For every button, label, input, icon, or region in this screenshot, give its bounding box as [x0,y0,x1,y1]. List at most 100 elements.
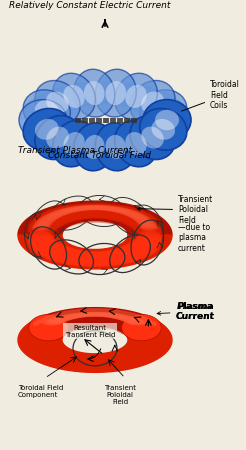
Ellipse shape [113,245,151,261]
Ellipse shape [115,73,157,120]
Ellipse shape [100,206,118,211]
Ellipse shape [126,215,159,230]
Ellipse shape [152,119,175,140]
Ellipse shape [133,235,162,250]
Ellipse shape [108,247,147,262]
Ellipse shape [132,216,149,221]
Ellipse shape [122,242,157,257]
Ellipse shape [84,205,102,210]
Ellipse shape [53,121,95,167]
Ellipse shape [130,217,161,233]
Ellipse shape [57,250,99,266]
Ellipse shape [111,315,131,319]
Ellipse shape [88,205,106,210]
Ellipse shape [29,315,68,341]
Ellipse shape [140,108,187,150]
Ellipse shape [23,108,70,150]
Ellipse shape [55,315,75,320]
Ellipse shape [51,317,71,322]
Ellipse shape [140,225,158,231]
Ellipse shape [85,251,128,266]
Ellipse shape [36,243,73,259]
Ellipse shape [91,204,134,220]
Ellipse shape [28,225,52,240]
Ellipse shape [111,207,129,213]
Ellipse shape [76,312,96,317]
Ellipse shape [33,242,68,257]
Ellipse shape [47,318,67,323]
Ellipse shape [115,121,157,167]
Ellipse shape [49,318,69,322]
Ellipse shape [96,205,114,211]
Ellipse shape [38,217,56,222]
Ellipse shape [74,69,115,117]
Ellipse shape [35,81,80,124]
Ellipse shape [115,315,135,320]
Ellipse shape [118,211,154,226]
Text: Relatively Constant Electric Current: Relatively Constant Electric Current [9,1,171,10]
Ellipse shape [43,214,61,220]
Ellipse shape [92,312,111,317]
Ellipse shape [125,319,145,324]
Ellipse shape [52,205,94,220]
Ellipse shape [117,316,137,321]
Ellipse shape [73,252,117,267]
Ellipse shape [62,204,105,219]
Ellipse shape [99,313,119,317]
Ellipse shape [31,215,64,230]
Ellipse shape [47,207,88,222]
Ellipse shape [102,248,143,264]
Ellipse shape [101,313,121,318]
Ellipse shape [118,243,154,259]
Ellipse shape [96,312,116,317]
Ellipse shape [143,99,191,140]
Ellipse shape [125,85,147,108]
Ellipse shape [130,237,161,252]
Ellipse shape [29,227,51,243]
Ellipse shape [72,206,90,211]
Text: Resultant
Transient Field: Resultant Transient Field [65,325,115,338]
Ellipse shape [53,73,95,120]
Polygon shape [19,120,191,158]
Ellipse shape [128,321,148,325]
Ellipse shape [45,319,65,324]
Ellipse shape [36,211,73,226]
Text: Transient
Poloidal
Field: Transient Poloidal Field [104,385,136,405]
Ellipse shape [92,205,110,211]
Ellipse shape [64,314,84,319]
Ellipse shape [125,132,147,155]
Ellipse shape [102,207,143,222]
Ellipse shape [74,123,115,171]
Ellipse shape [35,116,80,159]
Ellipse shape [74,312,93,317]
Ellipse shape [106,314,126,319]
Ellipse shape [129,214,147,220]
Ellipse shape [63,132,85,155]
Ellipse shape [32,225,49,231]
Ellipse shape [155,110,179,130]
Ellipse shape [122,315,161,341]
Ellipse shape [35,100,59,121]
Ellipse shape [67,203,111,219]
Ellipse shape [152,100,175,121]
Ellipse shape [95,123,136,171]
Ellipse shape [59,315,79,319]
Ellipse shape [52,249,94,265]
Ellipse shape [139,227,161,243]
Ellipse shape [43,247,83,262]
Ellipse shape [43,208,83,223]
Polygon shape [95,323,172,372]
Ellipse shape [29,217,60,233]
Polygon shape [18,201,172,235]
Ellipse shape [85,204,128,219]
Ellipse shape [138,225,162,240]
Ellipse shape [130,81,175,124]
Ellipse shape [23,90,70,131]
Ellipse shape [108,207,125,212]
Ellipse shape [42,321,62,325]
Ellipse shape [62,251,105,266]
Ellipse shape [79,312,99,317]
Ellipse shape [94,312,114,317]
Ellipse shape [127,213,144,218]
Ellipse shape [86,312,106,317]
